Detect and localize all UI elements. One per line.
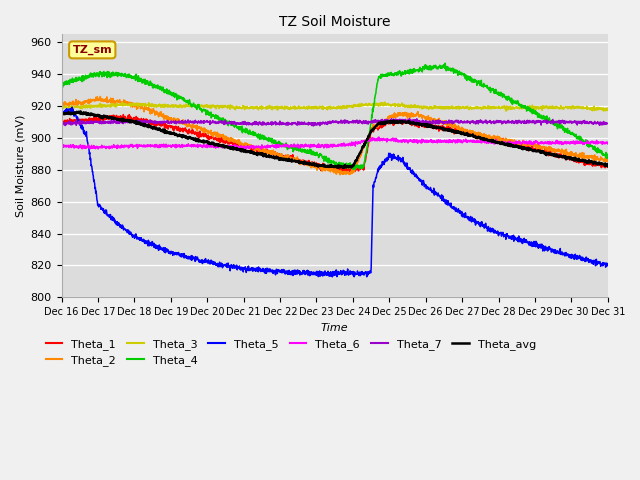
Theta_7 xyxy=(309,123,317,129)
Theta_avg xyxy=(335,165,342,171)
Theta_1 xyxy=(120,112,127,118)
Theta_2 xyxy=(589,154,596,159)
Theta_6 xyxy=(58,143,65,149)
Theta_4 xyxy=(323,159,331,165)
Theta_1 xyxy=(324,163,332,169)
Theta_avg xyxy=(309,160,317,166)
Theta_6 xyxy=(239,146,246,152)
Theta_2 xyxy=(309,164,317,169)
Theta_2 xyxy=(97,94,104,99)
Theta_4 xyxy=(588,143,596,149)
Theta_1 xyxy=(86,117,93,123)
Theta_5 xyxy=(309,270,317,276)
Theta_5 xyxy=(588,260,596,266)
Theta_7 xyxy=(86,120,93,126)
Line: Theta_7: Theta_7 xyxy=(61,119,608,126)
Theta_avg xyxy=(58,111,65,117)
Theta_7 xyxy=(604,120,612,126)
Theta_3 xyxy=(309,104,317,110)
Theta_3 xyxy=(323,104,331,110)
Theta_1 xyxy=(488,136,496,142)
Theta_4 xyxy=(309,152,317,157)
Theta_avg xyxy=(589,158,596,164)
Theta_3 xyxy=(381,99,388,105)
Theta_7 xyxy=(58,121,65,127)
Title: TZ Soil Moisture: TZ Soil Moisture xyxy=(279,15,390,29)
Theta_4 xyxy=(589,144,596,150)
Theta_1 xyxy=(58,119,65,124)
Theta_5 xyxy=(324,272,332,278)
Theta_2 xyxy=(336,172,344,178)
Line: Theta_6: Theta_6 xyxy=(61,137,608,149)
Theta_2 xyxy=(604,159,612,165)
Theta_1 xyxy=(588,162,596,168)
Theta_7 xyxy=(324,121,332,127)
Theta_1 xyxy=(309,162,317,168)
Theta_4 xyxy=(86,74,93,80)
Theta_3 xyxy=(588,105,596,111)
Line: Theta_4: Theta_4 xyxy=(61,63,608,169)
Theta_3 xyxy=(488,105,496,110)
Line: Theta_3: Theta_3 xyxy=(61,102,608,111)
Line: Theta_1: Theta_1 xyxy=(61,115,608,172)
Y-axis label: Soil Moisture (mV): Soil Moisture (mV) xyxy=(15,115,25,217)
Theta_6 xyxy=(589,140,596,145)
Line: Theta_2: Theta_2 xyxy=(61,96,608,175)
Line: Theta_5: Theta_5 xyxy=(61,107,608,277)
Theta_4 xyxy=(58,81,65,86)
Theta_4 xyxy=(488,87,496,93)
Theta_6 xyxy=(604,141,612,147)
Theta_avg xyxy=(604,163,612,169)
Theta_5 xyxy=(328,274,336,280)
Theta_7 xyxy=(488,120,496,125)
Theta_3 xyxy=(86,104,93,110)
Theta_avg xyxy=(488,139,496,145)
Theta_7 xyxy=(588,121,596,127)
Line: Theta_avg: Theta_avg xyxy=(61,111,608,168)
X-axis label: Time: Time xyxy=(321,323,349,333)
Text: TZ_sm: TZ_sm xyxy=(72,45,112,55)
Theta_2 xyxy=(58,102,65,108)
Theta_2 xyxy=(488,134,496,140)
Theta_3 xyxy=(589,108,596,114)
Theta_avg xyxy=(86,111,93,117)
Theta_3 xyxy=(58,105,65,110)
Theta_4 xyxy=(604,154,612,160)
Theta_6 xyxy=(588,138,596,144)
Theta_2 xyxy=(324,168,332,173)
Theta_4 xyxy=(351,167,359,172)
Theta_7 xyxy=(406,116,413,121)
Theta_6 xyxy=(488,139,496,145)
Theta_7 xyxy=(309,121,317,127)
Theta_1 xyxy=(338,169,346,175)
Theta_3 xyxy=(502,108,510,114)
Theta_5 xyxy=(604,263,612,268)
Theta_2 xyxy=(86,99,93,105)
Theta_1 xyxy=(604,161,612,167)
Theta_6 xyxy=(375,134,383,140)
Theta_5 xyxy=(86,150,93,156)
Theta_3 xyxy=(604,108,612,113)
Theta_avg xyxy=(588,158,596,164)
Theta_2 xyxy=(588,156,596,161)
Theta_7 xyxy=(589,121,596,127)
Theta_5 xyxy=(589,260,596,265)
Theta_5 xyxy=(488,227,496,232)
Theta_5 xyxy=(68,104,76,110)
Theta_1 xyxy=(589,163,596,169)
Theta_5 xyxy=(58,109,65,115)
Theta_6 xyxy=(86,144,93,150)
Theta_6 xyxy=(309,143,317,148)
Theta_avg xyxy=(324,163,332,168)
Theta_4 xyxy=(442,60,449,66)
Legend: Theta_1, Theta_2, Theta_3, Theta_4, Theta_5, Theta_6, Theta_7, Theta_avg: Theta_1, Theta_2, Theta_3, Theta_4, Thet… xyxy=(41,335,541,371)
Theta_6 xyxy=(324,142,332,147)
Theta_avg xyxy=(77,108,84,114)
